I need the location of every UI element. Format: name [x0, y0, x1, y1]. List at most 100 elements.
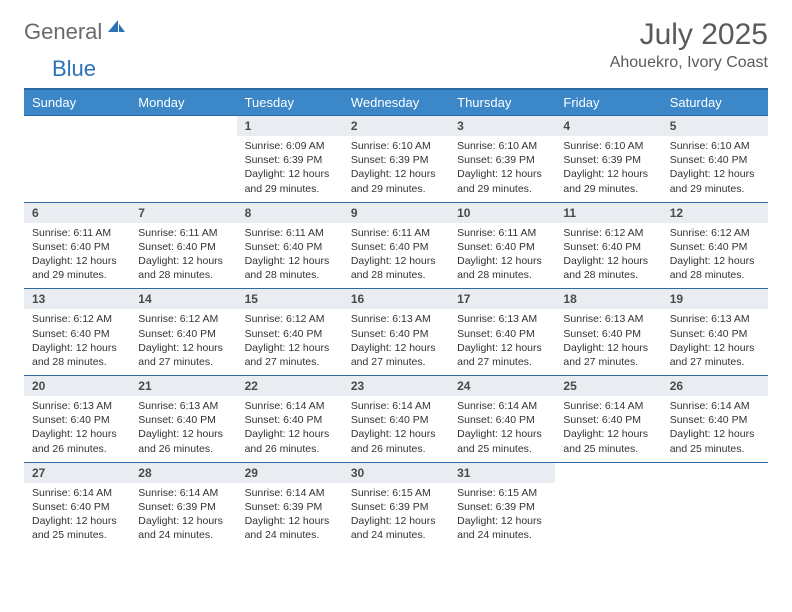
brand-word2: Blue [52, 56, 96, 81]
location-label: Ahouekro, Ivory Coast [610, 54, 768, 72]
day-number: 28 [130, 463, 236, 483]
day-number: 30 [343, 463, 449, 483]
day-number: 9 [343, 203, 449, 223]
day-details: Sunrise: 6:13 AMSunset: 6:40 PMDaylight:… [662, 309, 768, 375]
day-number: 8 [237, 203, 343, 223]
calendar-cell: 3Sunrise: 6:10 AMSunset: 6:39 PMDaylight… [449, 116, 555, 203]
day-details: Sunrise: 6:14 AMSunset: 6:40 PMDaylight:… [24, 483, 130, 549]
day-number: 22 [237, 376, 343, 396]
calendar-week-row: ....1Sunrise: 6:09 AMSunset: 6:39 PMDayl… [24, 116, 768, 203]
day-number: 17 [449, 289, 555, 309]
calendar-cell: .. [555, 462, 661, 548]
day-details: Sunrise: 6:12 AMSunset: 6:40 PMDaylight:… [555, 223, 661, 289]
calendar-week-row: 6Sunrise: 6:11 AMSunset: 6:40 PMDaylight… [24, 202, 768, 289]
calendar-cell: 14Sunrise: 6:12 AMSunset: 6:40 PMDayligh… [130, 289, 236, 376]
day-number: 20 [24, 376, 130, 396]
calendar-cell: 19Sunrise: 6:13 AMSunset: 6:40 PMDayligh… [662, 289, 768, 376]
calendar-cell: 21Sunrise: 6:13 AMSunset: 6:40 PMDayligh… [130, 376, 236, 463]
day-details: Sunrise: 6:14 AMSunset: 6:40 PMDaylight:… [662, 396, 768, 462]
day-details: Sunrise: 6:11 AMSunset: 6:40 PMDaylight:… [237, 223, 343, 289]
day-number: 21 [130, 376, 236, 396]
day-number: 12 [662, 203, 768, 223]
day-details: Sunrise: 6:14 AMSunset: 6:40 PMDaylight:… [237, 396, 343, 462]
calendar-cell: .. [662, 462, 768, 548]
day-number: 16 [343, 289, 449, 309]
brand-logo: General [24, 18, 128, 45]
calendar-table: SundayMondayTuesdayWednesdayThursdayFrid… [24, 88, 768, 548]
calendar-cell: 31Sunrise: 6:15 AMSunset: 6:39 PMDayligh… [449, 462, 555, 548]
day-details: Sunrise: 6:11 AMSunset: 6:40 PMDaylight:… [449, 223, 555, 289]
calendar-week-row: 27Sunrise: 6:14 AMSunset: 6:40 PMDayligh… [24, 462, 768, 548]
day-number: 31 [449, 463, 555, 483]
weekday-header: Thursday [449, 89, 555, 116]
day-details: Sunrise: 6:10 AMSunset: 6:40 PMDaylight:… [662, 136, 768, 202]
calendar-cell: 6Sunrise: 6:11 AMSunset: 6:40 PMDaylight… [24, 202, 130, 289]
calendar-body: .... 1Sunrise: 6:09 AMSunset: 6:39 PMDayl… [24, 116, 768, 549]
day-number: 11 [555, 203, 661, 223]
day-details: Sunrise: 6:15 AMSunset: 6:39 PMDaylight:… [449, 483, 555, 549]
day-number: 25 [555, 376, 661, 396]
brand-sail-icon [106, 18, 126, 39]
calendar-cell: 22Sunrise: 6:14 AMSunset: 6:40 PMDayligh… [237, 376, 343, 463]
calendar-cell: 23Sunrise: 6:14 AMSunset: 6:40 PMDayligh… [343, 376, 449, 463]
day-details: Sunrise: 6:14 AMSunset: 6:39 PMDaylight:… [130, 483, 236, 549]
calendar-cell: 4Sunrise: 6:10 AMSunset: 6:39 PMDaylight… [555, 116, 661, 203]
day-details: Sunrise: 6:14 AMSunset: 6:40 PMDaylight:… [343, 396, 449, 462]
day-number: 24 [449, 376, 555, 396]
day-number: 2 [343, 116, 449, 136]
day-number: 26 [662, 376, 768, 396]
calendar-week-row: 13Sunrise: 6:12 AMSunset: 6:40 PMDayligh… [24, 289, 768, 376]
weekday-header: Wednesday [343, 89, 449, 116]
day-details: Sunrise: 6:13 AMSunset: 6:40 PMDaylight:… [449, 309, 555, 375]
weekday-header: Saturday [662, 89, 768, 116]
day-number: 10 [449, 203, 555, 223]
calendar-cell: 13Sunrise: 6:12 AMSunset: 6:40 PMDayligh… [24, 289, 130, 376]
calendar-cell: 27Sunrise: 6:14 AMSunset: 6:40 PMDayligh… [24, 462, 130, 548]
day-details: Sunrise: 6:10 AMSunset: 6:39 PMDaylight:… [449, 136, 555, 202]
calendar-cell: 16Sunrise: 6:13 AMSunset: 6:40 PMDayligh… [343, 289, 449, 376]
calendar-cell: 11Sunrise: 6:12 AMSunset: 6:40 PMDayligh… [555, 202, 661, 289]
day-number: 13 [24, 289, 130, 309]
day-details: Sunrise: 6:12 AMSunset: 6:40 PMDaylight:… [130, 309, 236, 375]
weekday-header: Monday [130, 89, 236, 116]
day-number: 4 [555, 116, 661, 136]
day-details: Sunrise: 6:13 AMSunset: 6:40 PMDaylight:… [24, 396, 130, 462]
day-details: Sunrise: 6:12 AMSunset: 6:40 PMDaylight:… [662, 223, 768, 289]
calendar-header-row: SundayMondayTuesdayWednesdayThursdayFrid… [24, 89, 768, 116]
weekday-header: Sunday [24, 89, 130, 116]
day-details: Sunrise: 6:11 AMSunset: 6:40 PMDaylight:… [130, 223, 236, 289]
month-title: July 2025 [610, 18, 768, 52]
day-details: Sunrise: 6:14 AMSunset: 6:40 PMDaylight:… [449, 396, 555, 462]
calendar-cell: 30Sunrise: 6:15 AMSunset: 6:39 PMDayligh… [343, 462, 449, 548]
weekday-header: Tuesday [237, 89, 343, 116]
day-details: Sunrise: 6:12 AMSunset: 6:40 PMDaylight:… [237, 309, 343, 375]
calendar-cell: .. [24, 116, 130, 203]
day-details: Sunrise: 6:12 AMSunset: 6:40 PMDaylight:… [24, 309, 130, 375]
calendar-cell: 12Sunrise: 6:12 AMSunset: 6:40 PMDayligh… [662, 202, 768, 289]
day-number: 29 [237, 463, 343, 483]
calendar-cell: 1Sunrise: 6:09 AMSunset: 6:39 PMDaylight… [237, 116, 343, 203]
day-details: Sunrise: 6:14 AMSunset: 6:40 PMDaylight:… [555, 396, 661, 462]
day-number: 6 [24, 203, 130, 223]
day-number: 1 [237, 116, 343, 136]
calendar-cell: 29Sunrise: 6:14 AMSunset: 6:39 PMDayligh… [237, 462, 343, 548]
day-details: Sunrise: 6:13 AMSunset: 6:40 PMDaylight:… [343, 309, 449, 375]
day-details: Sunrise: 6:14 AMSunset: 6:39 PMDaylight:… [237, 483, 343, 549]
calendar-cell: 5Sunrise: 6:10 AMSunset: 6:40 PMDaylight… [662, 116, 768, 203]
day-details: Sunrise: 6:09 AMSunset: 6:39 PMDaylight:… [237, 136, 343, 202]
day-number: 14 [130, 289, 236, 309]
day-number: 23 [343, 376, 449, 396]
day-number: 3 [449, 116, 555, 136]
weekday-header: Friday [555, 89, 661, 116]
calendar-cell: 9Sunrise: 6:11 AMSunset: 6:40 PMDaylight… [343, 202, 449, 289]
day-details: Sunrise: 6:11 AMSunset: 6:40 PMDaylight:… [343, 223, 449, 289]
day-number: 5 [662, 116, 768, 136]
calendar-cell: 10Sunrise: 6:11 AMSunset: 6:40 PMDayligh… [449, 202, 555, 289]
calendar-cell: 17Sunrise: 6:13 AMSunset: 6:40 PMDayligh… [449, 289, 555, 376]
calendar-cell: 20Sunrise: 6:13 AMSunset: 6:40 PMDayligh… [24, 376, 130, 463]
day-details: Sunrise: 6:10 AMSunset: 6:39 PMDaylight:… [555, 136, 661, 202]
calendar-cell: 26Sunrise: 6:14 AMSunset: 6:40 PMDayligh… [662, 376, 768, 463]
day-details: Sunrise: 6:11 AMSunset: 6:40 PMDaylight:… [24, 223, 130, 289]
calendar-week-row: 20Sunrise: 6:13 AMSunset: 6:40 PMDayligh… [24, 376, 768, 463]
calendar-cell: 8Sunrise: 6:11 AMSunset: 6:40 PMDaylight… [237, 202, 343, 289]
